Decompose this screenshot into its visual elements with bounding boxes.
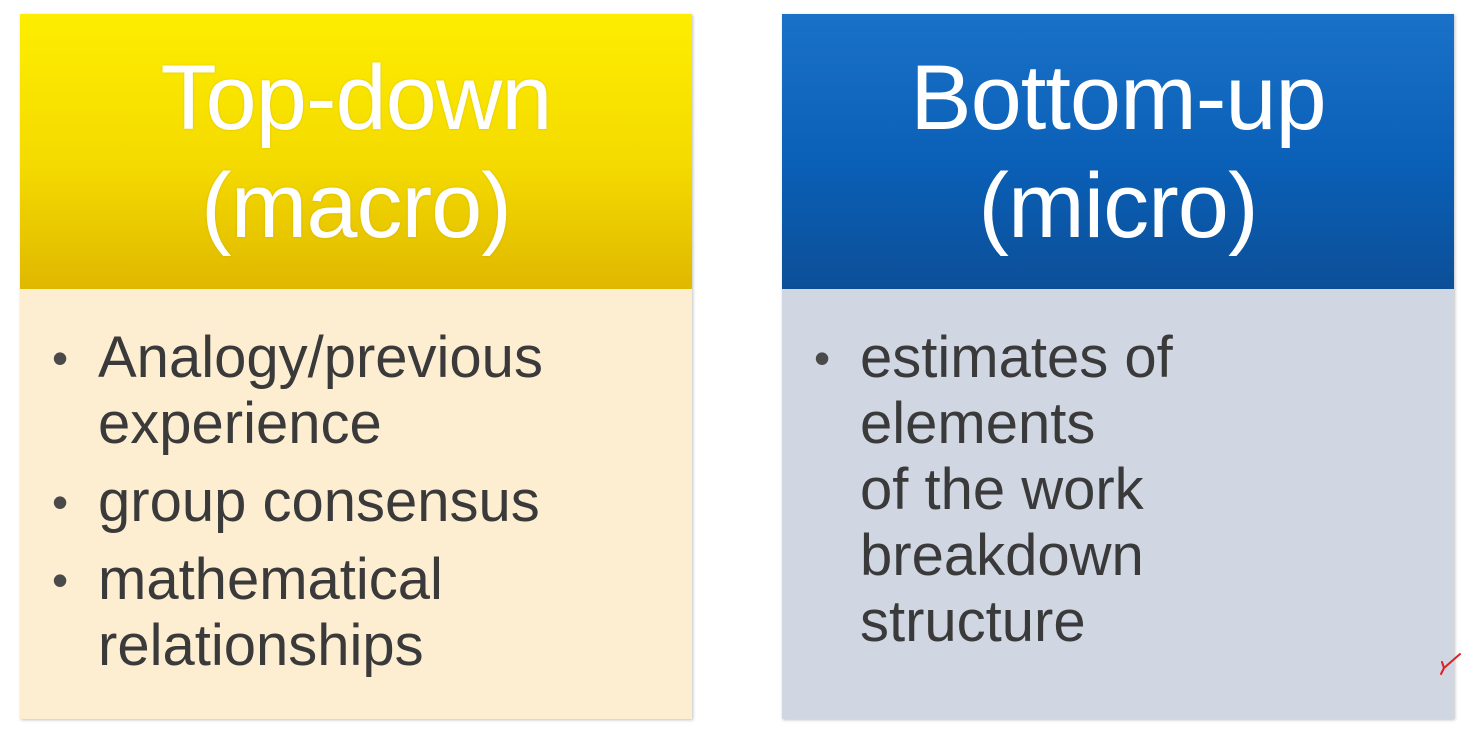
bottom-up-bullet-list: • estimates of elements of the work brea… — [810, 325, 1434, 655]
top-down-title-line2: (macro) — [201, 154, 512, 257]
bottom-up-title-line1: Bottom-up — [910, 46, 1326, 149]
bullet-dot-icon: • — [814, 332, 831, 384]
top-down-bullet-list: • Analogy/previous experience • group co… — [48, 325, 672, 679]
bullet-text: mathematical relationships — [98, 547, 443, 678]
top-down-panel: Top-down (macro) • Analogy/previous expe… — [20, 14, 692, 719]
top-down-header: Top-down (macro) — [20, 14, 692, 289]
bullet-dot-icon: • — [52, 554, 69, 606]
bottom-up-title-line2: (micro) — [978, 154, 1258, 257]
bullet-text: estimates of elements of the work breakd… — [860, 325, 1173, 654]
top-down-title-line1: Top-down — [160, 46, 553, 149]
top-down-body: • Analogy/previous experience • group co… — [20, 289, 692, 719]
list-item: • Analogy/previous experience — [48, 325, 672, 457]
list-item: • mathematical relationships — [48, 547, 672, 679]
bottom-up-header: Bottom-up (micro) — [782, 14, 1454, 289]
bullet-text: Analogy/previous experience — [98, 325, 543, 456]
bottom-up-body: • estimates of elements of the work brea… — [782, 289, 1454, 719]
list-item: • estimates of elements of the work brea… — [810, 325, 1434, 655]
list-item: • group consensus — [48, 469, 672, 535]
pen-annotation-arrow-icon — [1440, 653, 1461, 675]
bullet-text: group consensus — [98, 469, 540, 534]
bottom-up-panel: Bottom-up (micro) • estimates of element… — [782, 14, 1454, 719]
bullet-dot-icon: • — [52, 332, 69, 384]
bullet-dot-icon: • — [52, 476, 69, 528]
